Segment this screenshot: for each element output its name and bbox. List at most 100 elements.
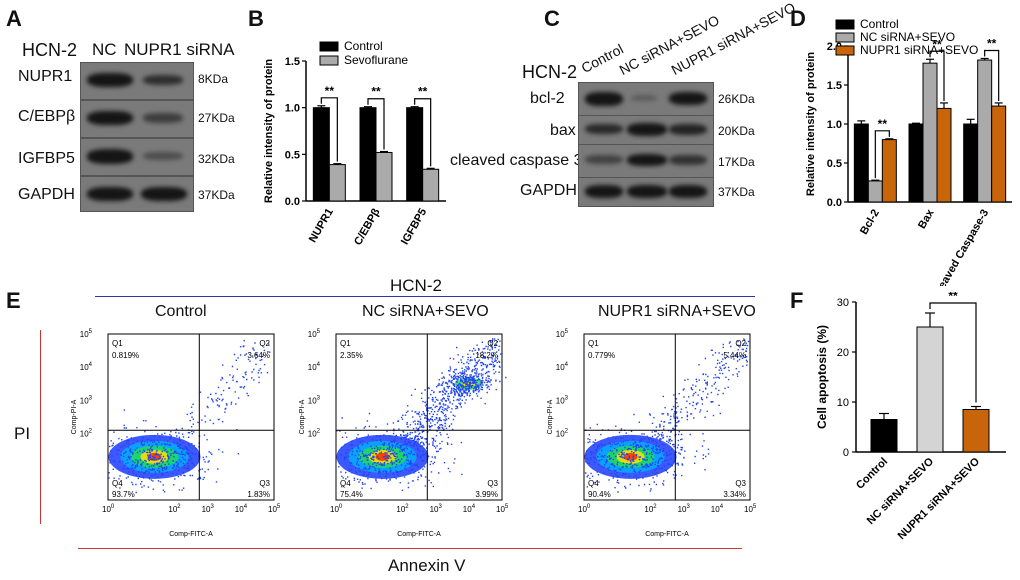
panel-c-size: 20KDa bbox=[718, 124, 755, 138]
significance-bracket bbox=[320, 97, 338, 162]
tick-exponent: 4 bbox=[317, 362, 321, 368]
x-tick-label: NUPR1 bbox=[307, 207, 336, 245]
quadrant-name: Q3 bbox=[735, 479, 746, 488]
tick-exponent: 5 bbox=[753, 504, 756, 510]
bar bbox=[936, 107, 952, 203]
panel-c-row-label: bcl-2 bbox=[530, 90, 565, 107]
panel-a-label: A bbox=[6, 6, 22, 31]
panel-c-blot-row bbox=[578, 82, 714, 116]
panel-a-blot-row bbox=[80, 62, 194, 100]
significance-bracket bbox=[929, 302, 977, 403]
tick-exponent: 5 bbox=[89, 329, 93, 335]
tick-exponent: 0 bbox=[111, 504, 115, 510]
bar bbox=[908, 123, 924, 203]
x-channel-label: Comp-FITC-A bbox=[169, 531, 213, 538]
significance-bracket bbox=[874, 130, 890, 179]
y-axis-title: Relative intensity of protein bbox=[805, 52, 817, 197]
tick-exponent: 2 bbox=[653, 504, 657, 510]
significance-bracket bbox=[984, 49, 1000, 101]
tick-exponent: 0 bbox=[587, 504, 591, 510]
panel-c-row-label: bax bbox=[550, 122, 576, 139]
tick-exponent: 3 bbox=[565, 395, 569, 401]
x-tick-label: 102 bbox=[396, 504, 409, 514]
legend-swatch bbox=[319, 55, 339, 66]
x-tick-label: 105 bbox=[496, 504, 508, 514]
y-tick-label: 105 bbox=[556, 329, 569, 339]
significance-label: ** bbox=[987, 36, 997, 50]
legend-label: Control bbox=[860, 17, 899, 31]
x-tick-label: Cleaved Caspase-3 bbox=[931, 208, 992, 287]
tick-exponent: 3 bbox=[687, 504, 691, 510]
panel-e-red-horizontal-rule bbox=[78, 548, 742, 549]
x-tick-label: 100 bbox=[330, 504, 343, 514]
y-channel-label: Comp-PI-A bbox=[71, 399, 78, 434]
legend-swatch bbox=[319, 41, 339, 52]
panel-c-cell-line: HCN-2 bbox=[522, 62, 578, 82]
y-tick-label: 103 bbox=[556, 395, 569, 405]
y-tick-label: 1.5 bbox=[827, 80, 842, 92]
quadrant-name: Q3 bbox=[487, 479, 498, 488]
panel-c-row-label: cleaved caspase 3 bbox=[450, 152, 583, 169]
panel-a-row-label: GAPDH bbox=[18, 186, 75, 203]
y-tick-label: 10 bbox=[837, 397, 849, 409]
y-tick-label: 1.0 bbox=[827, 119, 842, 131]
y-channel-label: Comp-PI-A bbox=[299, 399, 306, 434]
quadrant-name: Q4 bbox=[588, 479, 599, 488]
tick-exponent: 2 bbox=[405, 504, 409, 510]
panel-c-blot-row bbox=[578, 144, 714, 178]
panel-e-blue-rule bbox=[95, 296, 755, 297]
x-tick-label: NUPR1 siRNA+SEVO bbox=[896, 455, 983, 542]
panel-a-row-label: C/EBPβ bbox=[18, 108, 76, 125]
tick-exponent: 2 bbox=[565, 429, 569, 435]
significance-bracket bbox=[929, 50, 945, 101]
y-tick-label: 0.0 bbox=[827, 197, 842, 209]
quadrant-percent: 0.819% bbox=[112, 351, 139, 360]
tick-exponent: 3 bbox=[89, 395, 93, 401]
panel-c-lane: Control bbox=[578, 40, 626, 76]
significance-bracket bbox=[414, 98, 432, 167]
significance-label: ** bbox=[948, 292, 958, 303]
quadrant-percent: 75.4% bbox=[340, 490, 363, 499]
y-tick-label: 0.5 bbox=[827, 158, 842, 170]
y-tick-label: 20 bbox=[837, 347, 849, 359]
x-tick-label: Bax bbox=[916, 207, 937, 231]
tick-exponent: 0 bbox=[339, 504, 343, 510]
y-axis-title: Relative intensity of protein bbox=[263, 59, 275, 204]
quadrant-percent: 3.99% bbox=[475, 490, 498, 499]
x-tick-label: 103 bbox=[678, 504, 691, 514]
panel-a-lane-nc: NC bbox=[92, 40, 117, 59]
panel-a-row-label: NUPR1 bbox=[18, 68, 73, 85]
panel-c-size: 37KDa bbox=[718, 185, 755, 199]
y-tick-label: 105 bbox=[80, 329, 93, 339]
quadrant-percent: 2.35% bbox=[340, 351, 363, 360]
panel-c-blot-row bbox=[578, 177, 714, 207]
x-tick-label: 103 bbox=[202, 504, 215, 514]
panel-e-header: HCN-2 bbox=[390, 276, 442, 295]
tick-exponent: 5 bbox=[565, 329, 569, 335]
y-channel-label: Comp-PI-A bbox=[547, 399, 554, 434]
quadrant-name: Q1 bbox=[340, 339, 351, 348]
quadrant-name: Q1 bbox=[112, 339, 123, 348]
tick-exponent: 2 bbox=[177, 504, 181, 510]
bar bbox=[359, 107, 377, 202]
bar bbox=[916, 326, 944, 453]
y-tick-label: 102 bbox=[556, 429, 569, 439]
panel-a-size: 8KDa bbox=[198, 72, 229, 86]
x-tick-label: Control bbox=[854, 456, 890, 492]
legend-label: Sevoflurane bbox=[344, 53, 408, 67]
quadrant-name: Q2 bbox=[259, 339, 270, 348]
y-tick-label: 1.0 bbox=[285, 103, 300, 115]
bar bbox=[406, 107, 424, 202]
y-tick-label: 103 bbox=[308, 395, 321, 405]
significance-label: ** bbox=[371, 85, 381, 99]
legend-label: NUPR1 siRNA+SEVO bbox=[860, 43, 978, 57]
x-tick-label: IGFBP5 bbox=[399, 207, 429, 247]
panel-c-size: 26KDa bbox=[718, 92, 755, 106]
quadrant-name: Q2 bbox=[487, 339, 498, 348]
legend-swatch bbox=[835, 32, 855, 43]
x-channel-label: Comp-FITC-A bbox=[645, 531, 689, 538]
significance-label: ** bbox=[418, 85, 428, 99]
quadrant-name: Q3 bbox=[259, 479, 270, 488]
bar bbox=[853, 123, 869, 203]
